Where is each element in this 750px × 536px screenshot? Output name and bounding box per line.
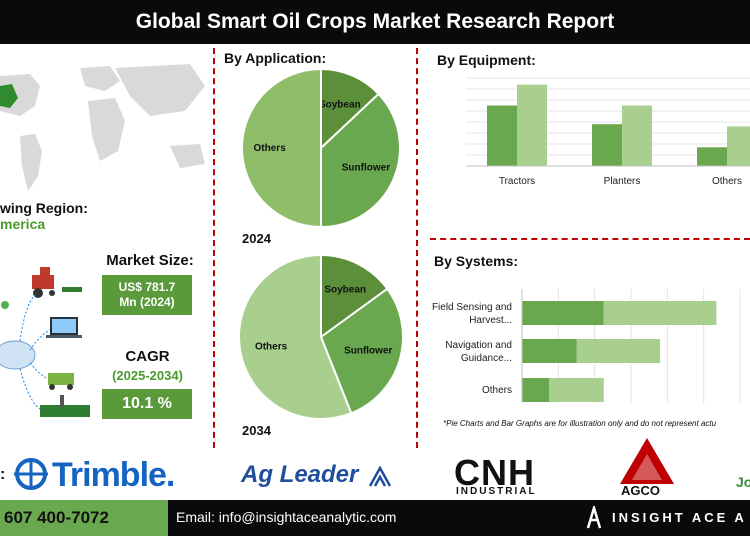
agco-logo: AGCO bbox=[621, 483, 660, 498]
region-value: merica bbox=[0, 216, 46, 232]
systems-tick-1: Field Sensing and Harvest... bbox=[432, 302, 512, 326]
agleader-logo: Ag Leader bbox=[241, 461, 359, 488]
equipment-bar-planters-2 bbox=[622, 105, 652, 166]
logos-colon: : bbox=[0, 466, 6, 483]
market-size-label: Market Size: bbox=[106, 252, 194, 269]
cagr-label: CAGR bbox=[125, 348, 170, 365]
footer-phone[interactable]: 607 400-7072 bbox=[0, 500, 168, 536]
divider-right bbox=[416, 48, 418, 448]
insightace-brand: INSIGHT ACE A bbox=[612, 510, 747, 525]
equipment-tick-tractors: Tractors bbox=[499, 176, 535, 187]
equipment-bar-tractors-2 bbox=[517, 84, 547, 166]
cnh-logo: CNH bbox=[454, 452, 535, 493]
systems-header: By Systems: bbox=[434, 253, 519, 269]
pie-2-label-sunflower: Sunflower bbox=[344, 346, 392, 357]
pie-1-label-sunflower: Sunflower bbox=[342, 162, 390, 173]
sprinkler-icon bbox=[40, 395, 90, 417]
laptop-icon bbox=[46, 317, 82, 338]
partial-logo: Jo bbox=[736, 474, 750, 490]
logos-row: Trimble. Ag Leader CNH INDUSTRIAL AGCO J… bbox=[0, 438, 750, 498]
systems-bar-chart: Field Sensing and Harvest... Navigation an… bbox=[432, 289, 741, 403]
world-map bbox=[0, 64, 205, 191]
pie-2-label-others: Others bbox=[255, 342, 288, 353]
application-header: By Application: bbox=[224, 50, 327, 66]
region-label: wing Region: bbox=[0, 200, 88, 216]
pie-1-slice-soybean bbox=[320, 67, 381, 151]
application-pie-2034: Soybean Sunflower Others bbox=[238, 253, 404, 420]
pie-1-label-soybean: Soybean bbox=[319, 99, 361, 110]
equipment-tick-others: Others bbox=[712, 176, 742, 187]
agco-logo-icon bbox=[620, 438, 674, 484]
market-size-line1: US$ 781.7 bbox=[118, 280, 176, 294]
equipment-bar-others-1 bbox=[697, 147, 727, 166]
pie-2-slice-soybean bbox=[320, 253, 389, 339]
divider-left bbox=[213, 48, 215, 448]
systems-bar-2-segment-2 bbox=[576, 339, 661, 363]
illustration-note: *Pie Charts and Bar Graphs are for illus… bbox=[443, 419, 717, 428]
phone-text: 607 400-7072 bbox=[4, 508, 109, 527]
pie-1-slice-others bbox=[241, 67, 322, 229]
smart-farm-illustration bbox=[0, 267, 90, 417]
tractor-icon bbox=[32, 267, 82, 298]
market-size-line2: Mn (2024) bbox=[119, 295, 175, 309]
pie-1-label-others: Others bbox=[254, 143, 287, 154]
systems-bar-1-segment-2 bbox=[603, 301, 717, 325]
insightace-logo-icon bbox=[586, 506, 602, 529]
pie-2-slice-others bbox=[238, 253, 353, 420]
equipment-header: By Equipment: bbox=[437, 52, 536, 68]
equipment-bar-others-2 bbox=[727, 126, 750, 166]
cnh-logo-subtitle: INDUSTRIAL bbox=[456, 486, 537, 497]
market-size-value: US$ 781.7 Mn (2024) bbox=[102, 275, 192, 315]
cloud-icon bbox=[0, 340, 36, 370]
footer-bar: Email: info@insightaceanalytic.com INSIG… bbox=[168, 500, 750, 536]
agleader-logo-icon bbox=[368, 466, 392, 487]
year-2034: 2034 bbox=[242, 423, 271, 438]
cagr-value: 10.1 % bbox=[102, 389, 192, 419]
truck-icon bbox=[48, 373, 74, 390]
systems-bar-1-segment-1 bbox=[522, 301, 604, 325]
equipment-bar-chart: Tractors Planters Others bbox=[466, 77, 750, 187]
trimble-logo: Trimble. bbox=[52, 456, 175, 494]
email-link[interactable]: Email: info@insightaceanalytic.com bbox=[176, 509, 397, 525]
equipment-bar-tractors-1 bbox=[487, 105, 517, 166]
divider-horizontal bbox=[430, 238, 750, 240]
pie-1-slice-sunflower bbox=[320, 92, 401, 229]
pie-2-label-soybean: Soybean bbox=[324, 285, 366, 296]
systems-bar-2-segment-1 bbox=[522, 339, 577, 363]
systems-tick-3: Others bbox=[482, 385, 512, 396]
systems-tick-2: Navigation and Guidance... bbox=[445, 340, 512, 364]
systems-bar-3-segment-2 bbox=[549, 378, 604, 402]
pie-2-slice-sunflower bbox=[319, 287, 404, 415]
page-title: Global Smart Oil Crops Market Research R… bbox=[0, 0, 750, 44]
trimble-logo-icon bbox=[14, 458, 48, 490]
systems-bar-3-segment-1 bbox=[522, 378, 550, 402]
equipment-bar-planters-1 bbox=[592, 124, 622, 166]
year-2024: 2024 bbox=[242, 231, 271, 246]
cagr-period: (2025-2034) bbox=[112, 368, 183, 383]
application-pie-2024: Soybean Sunflower Others bbox=[241, 67, 401, 229]
equipment-tick-planters: Planters bbox=[604, 176, 641, 187]
